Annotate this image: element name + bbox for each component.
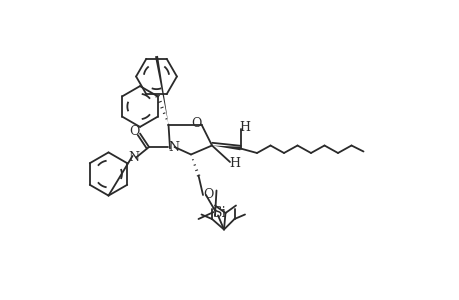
Text: H: H [239,121,250,134]
Text: O: O [129,125,139,139]
Polygon shape [155,56,168,124]
Text: Si: Si [212,206,226,220]
Text: O: O [203,188,213,202]
Polygon shape [212,146,240,150]
Text: N: N [128,151,139,164]
Text: H: H [229,157,240,170]
Text: N: N [168,141,179,154]
Text: O: O [190,117,201,130]
